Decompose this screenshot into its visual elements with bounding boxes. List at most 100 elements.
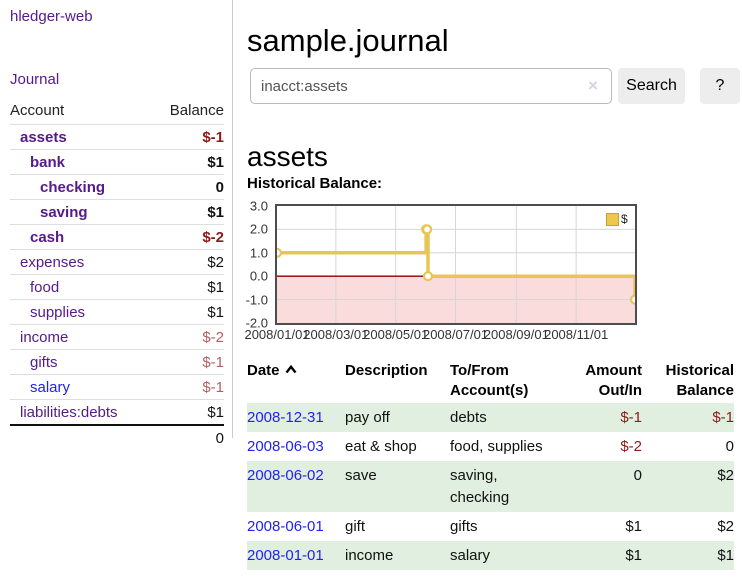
legend-label: $ — [621, 212, 628, 226]
chart-canvas — [277, 206, 635, 323]
search-input[interactable] — [250, 68, 612, 104]
y-axis-tick-label: -1.0 — [245, 292, 268, 308]
y-axis-tick-label: 2.0 — [249, 221, 268, 237]
account-balance: $2 — [207, 254, 224, 271]
account-balance: 0 — [215, 179, 224, 196]
account-link-supplies[interactable]: supplies — [30, 304, 86, 321]
transaction-date-link[interactable]: 2008-12-31 — [247, 409, 324, 426]
x-axis-tick-label: 2008/11/01 — [544, 327, 609, 342]
chart-legend: $ — [606, 212, 628, 226]
transaction-accounts: food, supplies — [450, 438, 543, 455]
account-link-saving[interactable]: saving — [40, 204, 88, 221]
account-balance: $-1 — [202, 129, 224, 146]
y-axis-tick-label: 3.0 — [249, 198, 268, 214]
transaction-description: eat & shop — [345, 438, 417, 455]
transaction-accounts: debts — [450, 409, 487, 426]
account-total-row: 0 — [10, 425, 224, 450]
account-row-assets: assets $-1 — [10, 124, 224, 150]
account-balance: $1 — [207, 304, 224, 321]
historical-balance-chart: 3.0 2.0 1.0 0.0 -1.0 -2.0 2008/01/01 2008/03/0… — [240, 198, 680, 348]
accounts-total: 0 — [215, 430, 224, 447]
account-link-income[interactable]: income — [20, 329, 69, 346]
transaction-date-link[interactable]: 2008-06-02 — [247, 467, 324, 484]
y-axis-tick-label: 1.0 — [249, 245, 268, 261]
search-button[interactable]: Search — [618, 68, 685, 104]
transaction-balance: 0 — [725, 438, 734, 455]
sidebar: hledger-web Journal Account Balance asse… — [0, 0, 233, 447]
sidebar-item-journal[interactable]: Journal — [10, 71, 60, 88]
x-axis-tick-label: 2008/05/01 — [363, 327, 429, 342]
account-balance: $-2 — [202, 329, 224, 346]
account-row-cash: cash $-2 — [10, 224, 224, 250]
transaction-amount: $-2 — [620, 438, 642, 455]
account-row-salary: salary $-1 — [10, 374, 224, 400]
balance-column-header: Balance — [169, 102, 224, 119]
y-axis-tick-label: -2.0 — [245, 315, 268, 331]
date-column-header[interactable]: Date — [247, 359, 345, 403]
account-balance: $-1 — [202, 354, 224, 371]
account-row-gifts: gifts $-1 — [10, 349, 224, 375]
account-row-supplies: supplies $1 — [10, 299, 224, 325]
account-balance: $-1 — [202, 379, 224, 396]
account-balance: $1 — [207, 204, 224, 221]
account-row-food: food $1 — [10, 274, 224, 300]
account-link-checking[interactable]: checking — [40, 179, 106, 196]
x-axis-tick-label: 2008/03/01 — [303, 327, 369, 342]
clear-search-icon[interactable]: × — [588, 76, 598, 95]
brand-link[interactable]: hledger-web — [10, 8, 93, 25]
balance-column-header: Historical Balance — [665, 362, 734, 399]
transaction-description: gift — [345, 518, 366, 535]
transaction-description: income — [345, 547, 394, 564]
account-balance: $1 — [207, 404, 224, 421]
transaction-description: save — [345, 467, 377, 484]
transaction-balance: $1 — [717, 547, 734, 564]
account-heading: assets — [247, 141, 328, 173]
transaction-accounts: saving, checking — [450, 467, 510, 506]
legend-swatch-icon — [606, 212, 619, 226]
transaction-amount: 0 — [633, 467, 642, 484]
x-axis-tick-label: 2008/07/01 — [422, 327, 489, 342]
account-row-bank: bank $1 — [10, 149, 224, 175]
account-balance: $1 — [207, 154, 224, 171]
account-link-expenses[interactable]: expenses — [20, 254, 85, 271]
account-link-assets[interactable]: assets — [20, 129, 67, 146]
account-row-expenses: expenses $2 — [10, 249, 224, 275]
help-button[interactable]: ? — [700, 68, 740, 104]
account-column-header: Account — [10, 102, 65, 119]
amount-column-header: Amount Out/In — [585, 362, 642, 399]
account-row-liabilities-debts: liabilities:debts $1 — [10, 399, 224, 426]
page-title: sample.journal — [247, 22, 449, 58]
register-row: 2008-06-02 save saving, checking 0 $2 — [247, 461, 734, 512]
chart-plot-area[interactable] — [275, 204, 637, 325]
account-link-salary[interactable]: salary — [30, 379, 71, 396]
sort-ascending-icon — [285, 364, 296, 374]
account-balance: $1 — [207, 279, 224, 296]
register-row: 2008-06-03 eat & shop food, supplies $-2… — [247, 432, 734, 461]
transaction-balance: $-1 — [712, 409, 734, 426]
transaction-date-link[interactable]: 2008-06-01 — [247, 518, 324, 535]
register-table: Date Description To/From Account(s) Amou… — [247, 359, 734, 570]
transaction-accounts: gifts — [450, 518, 478, 535]
y-axis-tick-label: 0.0 — [249, 268, 268, 284]
transaction-description: pay off — [345, 409, 390, 426]
transaction-amount: $-1 — [620, 409, 642, 426]
account-link-gifts[interactable]: gifts — [30, 354, 58, 371]
account-row-saving: saving $1 — [10, 199, 224, 225]
account-balance-table: Account Balance assets $-1 bank $1 check… — [10, 99, 224, 450]
transaction-date-link[interactable]: 2008-06-03 — [247, 438, 324, 455]
transaction-accounts: salary — [450, 547, 491, 564]
account-link-cash[interactable]: cash — [30, 229, 65, 246]
transaction-amount: $1 — [625, 518, 642, 535]
transaction-date-link[interactable]: 2008-01-01 — [247, 547, 324, 564]
register-row: 2008-01-01 income salary $1 $1 — [247, 541, 734, 570]
account-balance: $-2 — [202, 229, 224, 246]
register-row: 2008-12-31 pay off debts $-1 $-1 — [247, 403, 734, 432]
account-link-food[interactable]: food — [30, 279, 60, 296]
account-link-bank[interactable]: bank — [30, 154, 66, 171]
account-link-liabilities-debts[interactable]: liabilities:debts — [20, 404, 118, 421]
description-column-header: Description — [345, 362, 428, 379]
chart-title: Historical Balance: — [247, 175, 383, 192]
date-header-label: Date — [247, 362, 280, 379]
register-header-row: Date Description To/From Account(s) Amou… — [247, 359, 734, 403]
